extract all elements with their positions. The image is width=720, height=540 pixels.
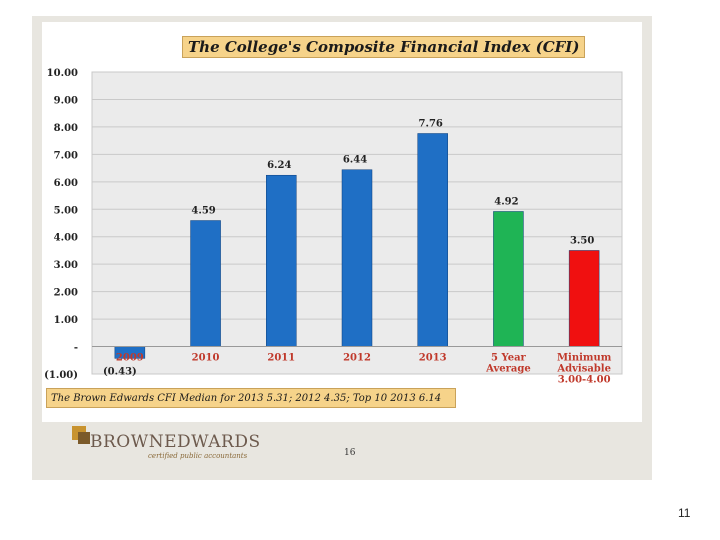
bar <box>341 169 373 347</box>
x-tick-label: 3.00-4.00 <box>558 375 611 386</box>
brown-edwards-logo: BROWNEDWARDS certified public accountant… <box>70 424 260 464</box>
x-tick-label: 5 Year <box>491 353 527 364</box>
x-tick-label: 2013 <box>419 353 447 364</box>
x-tick-label: Advisable <box>556 364 611 375</box>
y-tick-label: 7.00 <box>54 150 78 161</box>
y-tick-label: 4.00 <box>54 233 78 244</box>
logo-wordmark: BROWNEDWARDS <box>90 432 261 452</box>
bar <box>493 211 524 347</box>
slide: 10.00 9.00 8.00 7.00 6.00 5.00 4.00 3.00 2.00 1.0… <box>32 16 652 480</box>
data-label: 3.50 <box>570 235 594 246</box>
y-tick-label: 10.00 <box>47 68 78 79</box>
y-tick-label: 8.00 <box>54 123 78 134</box>
logo-wordmark-edwards: EDWARDS <box>164 432 261 452</box>
logo-mark-shadow-icon <box>78 432 90 444</box>
y-tick-label: - <box>74 343 78 354</box>
data-label: 6.44 <box>343 155 367 166</box>
x-tick-label: 2012 <box>343 353 371 364</box>
page-number: 11 <box>678 506 691 520</box>
data-label: 4.59 <box>191 206 215 217</box>
x-tick-label: 2010 <box>192 353 220 364</box>
y-tick-label: 5.00 <box>54 205 78 216</box>
x-tick-label: Average <box>485 364 531 375</box>
bar <box>190 220 221 347</box>
y-tick-label: 9.00 <box>54 95 78 106</box>
y-tick-label: 2.00 <box>54 288 78 299</box>
slide-number: 16 <box>344 448 356 458</box>
y-tick-label: (1.00) <box>44 370 78 381</box>
y-tick-label: 6.00 <box>54 178 78 189</box>
y-tick-label: 3.00 <box>54 260 78 271</box>
footnote: The Brown Edwards CFI Median for 2013 5.… <box>46 388 456 408</box>
logo-tagline: certified public accountants <box>148 452 248 460</box>
data-label: (0.43) <box>103 367 137 378</box>
bar <box>568 250 600 347</box>
y-tick-label: 1.00 <box>54 315 78 326</box>
data-label: 6.24 <box>267 160 291 171</box>
cfi-chart: 10.00 9.00 8.00 7.00 6.00 5.00 4.00 3.00 2.00 1.0… <box>42 22 642 422</box>
logo-wordmark-brown: BROWN <box>90 432 165 452</box>
x-tick-label: Minimum <box>557 353 612 364</box>
data-label: 7.76 <box>419 118 443 129</box>
data-label: 4.92 <box>494 196 518 207</box>
x-tick-label: 2009 <box>116 353 144 364</box>
bar <box>417 133 448 347</box>
x-tick-label: 2011 <box>267 353 295 364</box>
bar <box>266 174 297 347</box>
chart-title: The College's Composite Financial Index … <box>182 36 586 58</box>
chart-plot: 10.00 9.00 8.00 7.00 6.00 5.00 4.00 3.00 2.00 1.0… <box>44 68 623 386</box>
